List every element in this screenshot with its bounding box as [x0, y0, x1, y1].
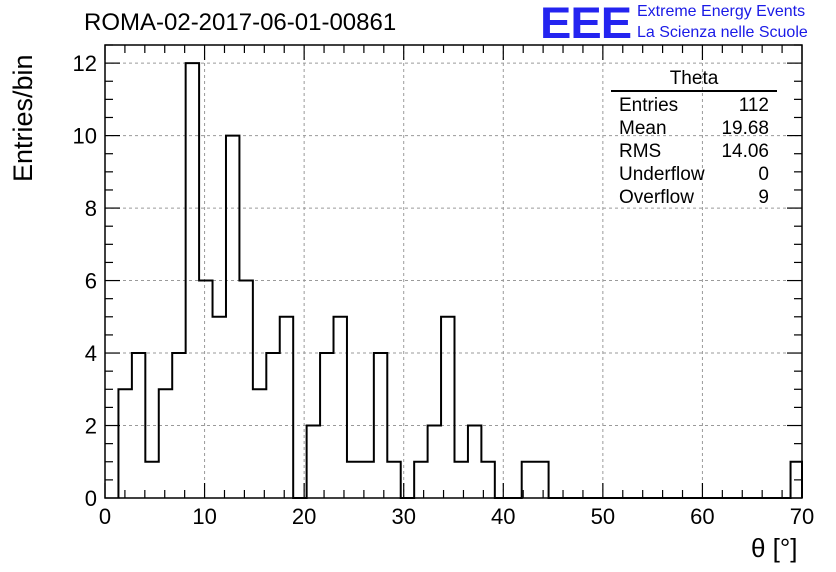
stats-row-entries: Entries 112	[611, 94, 777, 117]
y-tick-label: 2	[85, 414, 97, 439]
stats-row-mean: Mean 19.68	[611, 117, 777, 140]
y-tick-label: 6	[85, 269, 97, 294]
stats-value: 112	[738, 95, 769, 116]
x-tick-label: 10	[192, 504, 216, 529]
stats-value: 14.06	[721, 141, 769, 162]
eee-logo: EEE	[540, 0, 632, 48]
y-tick-label: 8	[85, 196, 97, 221]
x-tick-label: 70	[790, 504, 814, 529]
stats-label: Entries	[619, 95, 679, 116]
stats-label: Overflow	[619, 187, 694, 208]
x-tick-label: 20	[292, 504, 316, 529]
stats-label: Mean	[619, 118, 667, 139]
x-tick-label: 50	[591, 504, 615, 529]
stats-label: RMS	[619, 141, 662, 162]
x-tick-label: 60	[690, 504, 714, 529]
logo-line-1: Extreme Energy Events	[637, 3, 806, 20]
stats-label: Underflow	[619, 164, 705, 185]
stats-box-title: Theta	[611, 68, 777, 92]
y-tick-label: 4	[85, 341, 97, 366]
x-axis-label: θ [°]	[751, 533, 798, 563]
logo-line-2: La Scienza nelle Scuole	[637, 24, 808, 41]
stats-value: 0	[758, 164, 769, 185]
stats-value: 9	[758, 187, 769, 208]
x-tick-label: 40	[491, 504, 515, 529]
y-tick-label: 12	[73, 51, 97, 76]
stats-value: 19.68	[721, 118, 769, 139]
stats-row-rms: RMS 14.06	[611, 140, 777, 163]
x-tick-label: 0	[99, 504, 111, 529]
x-tick-label: 30	[391, 504, 415, 529]
stats-row-overflow: Overflow 9	[611, 186, 777, 209]
plot-frame	[104, 44, 803, 499]
chart-title: ROMA-02-2017-06-01-00861	[84, 9, 397, 36]
stats-box: Theta Entries 112 Mean 19.68 RMS 14.06 U…	[611, 68, 777, 209]
stats-row-underflow: Underflow 0	[611, 163, 777, 186]
y-tick-label: 10	[73, 124, 97, 149]
y-tick-label: 0	[85, 486, 97, 511]
